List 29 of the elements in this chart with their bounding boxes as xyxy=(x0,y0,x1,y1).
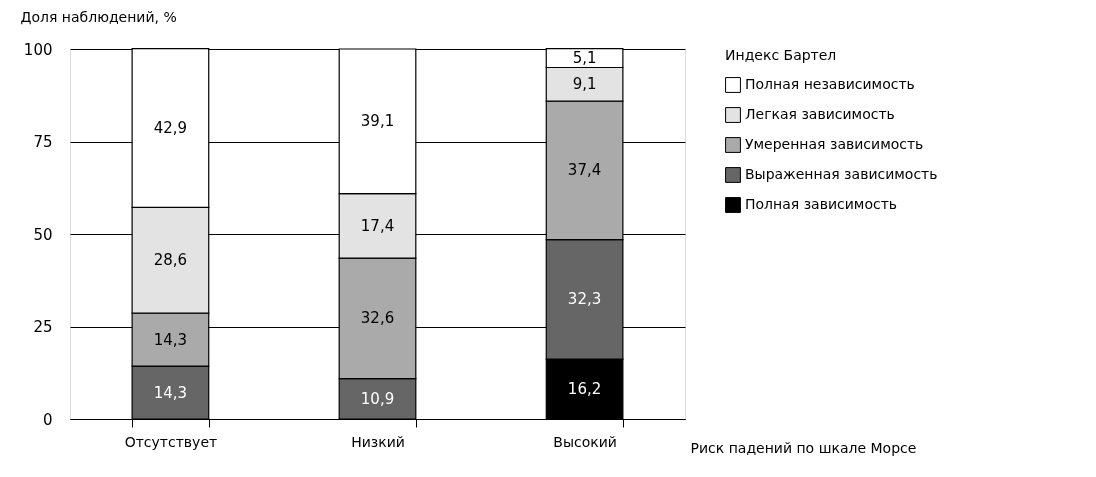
data-label: 16,2 xyxy=(567,380,602,399)
legend-label: Легкая зависимость xyxy=(745,106,895,122)
data-label: 32,3 xyxy=(567,290,602,309)
data-label: 14,3 xyxy=(153,330,188,349)
data-label: 5,1 xyxy=(572,49,597,68)
y-tick-label: 0 xyxy=(42,410,53,429)
data-label: 42,9 xyxy=(153,119,188,137)
x-axis-title: Риск падений по шкале Морсе xyxy=(690,439,917,456)
y-tick-label: 25 xyxy=(33,318,53,336)
data-label: 10,9 xyxy=(360,389,395,408)
y-tick-label: 100 xyxy=(23,40,53,59)
data-label: 9,1 xyxy=(572,75,597,94)
y-tick-label: 50 xyxy=(33,225,53,244)
data-label: 14,3 xyxy=(153,383,188,402)
legend-label: Умеренная зависимость xyxy=(745,136,924,152)
data-label: 37,4 xyxy=(567,161,602,180)
data-label: 17,4 xyxy=(360,216,395,235)
legend-title: Индекс Бартел xyxy=(725,47,837,63)
y-axis-title: Доля наблюдений, % xyxy=(20,8,177,25)
x-tick-label: Высокий xyxy=(553,433,617,450)
legend-label: Полная зависимость xyxy=(745,196,898,212)
x-tick-label: Низкий xyxy=(351,433,405,450)
data-label: 32,6 xyxy=(360,309,395,328)
data-label: 39,1 xyxy=(360,112,395,131)
legend-label: Выраженная зависимость xyxy=(745,166,938,182)
data-label: 28,6 xyxy=(153,251,188,270)
x-tick-label: Отсутствует xyxy=(124,433,218,450)
legend-label: Полная независимость xyxy=(745,76,915,92)
y-tick-label: 75 xyxy=(33,133,53,151)
